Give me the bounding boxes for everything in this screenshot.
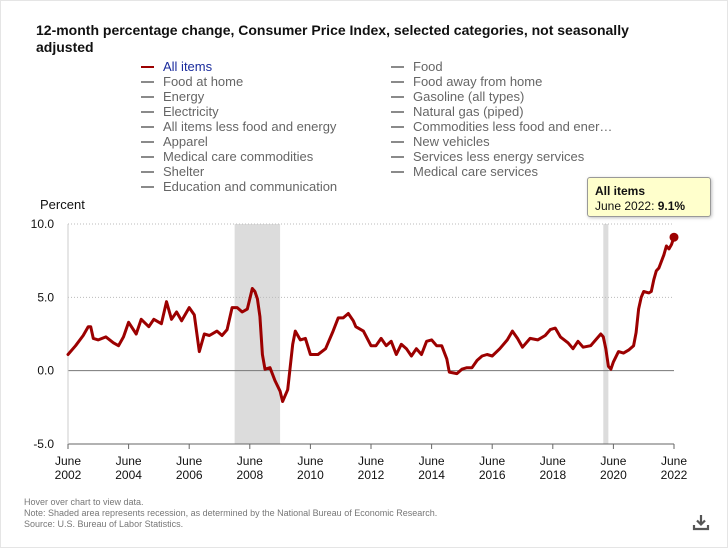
- legend-label: Food away from home: [413, 74, 543, 89]
- tooltip-value: 9.1%: [657, 199, 686, 213]
- legend-item[interactable]: Gasoline (all types): [391, 89, 524, 104]
- legend-item[interactable]: Food: [391, 59, 443, 74]
- legend-swatch: [141, 185, 154, 188]
- x-tick-month: June: [176, 454, 202, 468]
- legend-swatch: [391, 125, 404, 128]
- legend-item[interactable]: Natural gas (piped): [391, 104, 524, 119]
- series-end-point: [669, 232, 679, 242]
- x-tick-year: 2022: [661, 468, 688, 482]
- tooltip-series: All items: [595, 184, 646, 198]
- legend-label: All items less food and energy: [163, 119, 337, 134]
- y-tick-label: -5.0: [33, 437, 54, 451]
- legend-swatch: [141, 95, 154, 98]
- legend-item[interactable]: Commodities less food and ener…: [391, 119, 612, 134]
- legend-label: Food: [413, 59, 443, 74]
- x-tick-month: June: [540, 454, 566, 468]
- legend-item[interactable]: All items: [141, 59, 212, 74]
- legend-item[interactable]: Education and communication: [141, 179, 337, 194]
- tooltip: All items June 2022: 9.1%: [587, 177, 711, 217]
- x-tick-year: 2016: [479, 468, 506, 482]
- hover-note: Hover over chart to view data.: [24, 497, 144, 507]
- legend-swatch: [141, 170, 154, 173]
- x-tick-month: June: [297, 454, 323, 468]
- y-tick-label: 0.0: [37, 364, 54, 378]
- x-tick-month: June: [116, 454, 142, 468]
- legend-label: Energy: [163, 89, 205, 104]
- legend-swatch: [391, 95, 404, 98]
- legend-label: Services less energy services: [413, 149, 585, 164]
- legend-item[interactable]: Medical care services: [391, 164, 538, 179]
- legend-label: Education and communication: [163, 179, 338, 194]
- legend-label: Gasoline (all types): [413, 89, 525, 104]
- legend-label: All items: [163, 59, 213, 74]
- x-tick-year: 2004: [115, 468, 142, 482]
- x-tick-month: June: [358, 454, 384, 468]
- legend-swatch: [141, 65, 154, 68]
- x-tick-month: June: [237, 454, 263, 468]
- x-tick-year: 2020: [600, 468, 627, 482]
- x-tick-month: June: [479, 454, 505, 468]
- recession-band: [603, 224, 609, 444]
- legend-swatch: [391, 170, 404, 173]
- x-tick-month: June: [55, 454, 81, 468]
- x-tick-year: 2002: [55, 468, 82, 482]
- legend-swatch: [141, 110, 154, 113]
- legend-swatch: [391, 80, 404, 83]
- legend-item[interactable]: Medical care commodities: [141, 149, 313, 164]
- source-note: Source: U.S. Bureau of Labor Statistics.: [24, 519, 184, 529]
- legend-item[interactable]: Apparel: [141, 134, 208, 149]
- legend-label: Apparel: [163, 134, 208, 149]
- legend-item[interactable]: Food away from home: [391, 74, 542, 89]
- legend-item[interactable]: All items less food and energy: [141, 119, 336, 134]
- series-line-all-items: [66, 235, 676, 403]
- y-axis-label: Percent: [40, 197, 85, 212]
- legend-item[interactable]: Services less energy services: [391, 149, 584, 164]
- legend-swatch: [141, 155, 154, 158]
- legend-label: Food at home: [163, 74, 244, 89]
- legend-item[interactable]: Shelter: [141, 164, 204, 179]
- chart-notes: Hover over chart to view data. Note: Sha…: [24, 497, 437, 530]
- legend-label: Medical care commodities: [163, 149, 314, 164]
- legend-swatch: [391, 65, 404, 68]
- recession-note: Note: Shaded area represents recession, …: [24, 508, 438, 518]
- legend-item[interactable]: Food at home: [141, 74, 243, 89]
- legend-swatch: [141, 125, 154, 128]
- y-tick-label: 5.0: [37, 290, 54, 304]
- legend-label: New vehicles: [413, 134, 490, 149]
- legend-label: Shelter: [163, 164, 205, 179]
- x-tick-year: 2014: [418, 468, 445, 482]
- legend-label: Electricity: [163, 104, 219, 119]
- x-tick-month: June: [600, 454, 626, 468]
- x-tick-year: 2018: [539, 468, 566, 482]
- legend-swatch: [391, 155, 404, 158]
- legend-swatch: [141, 80, 154, 83]
- legend-swatch: [391, 110, 404, 113]
- recession-band: [234, 224, 281, 444]
- x-tick-year: 2010: [297, 468, 324, 482]
- tooltip-date: June 2022: [595, 199, 652, 213]
- legend-item[interactable]: Electricity: [141, 104, 219, 119]
- legend-item[interactable]: New vehicles: [391, 134, 490, 149]
- chart-title: 12-month percentage change, Consumer Pri…: [36, 22, 629, 55]
- download-icon[interactable]: [692, 513, 710, 531]
- legend-swatch: [141, 140, 154, 143]
- x-tick-year: 2012: [358, 468, 385, 482]
- legend-swatch: [391, 140, 404, 143]
- legend-label: Medical care services: [413, 164, 538, 179]
- legend-item[interactable]: Energy: [141, 89, 204, 104]
- x-tick-month: June: [419, 454, 445, 468]
- x-tick-year: 2008: [236, 468, 263, 482]
- x-tick-year: 2006: [176, 468, 203, 482]
- legend-label: Commodities less food and ener…: [413, 119, 613, 134]
- y-tick-label: 10.0: [31, 217, 55, 231]
- legend-label: Natural gas (piped): [413, 104, 524, 119]
- x-tick-month: June: [661, 454, 687, 468]
